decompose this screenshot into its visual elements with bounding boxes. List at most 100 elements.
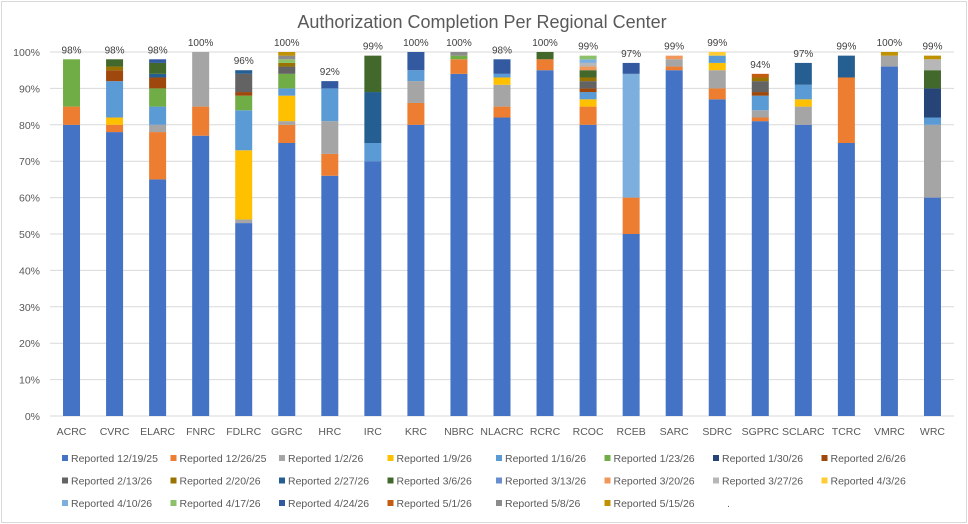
bar-segment bbox=[708, 62, 726, 71]
y-tick-label: 60% bbox=[19, 193, 40, 205]
x-tick-label: NLACRC bbox=[480, 426, 524, 438]
legend-label: Reported 3/20/26 bbox=[614, 476, 695, 488]
bar-segment bbox=[794, 84, 812, 100]
bar-segment bbox=[493, 77, 511, 85]
bar-segment bbox=[149, 179, 167, 416]
legend-swatch bbox=[387, 500, 394, 506]
bar-segment bbox=[106, 132, 124, 416]
total-label: 98% bbox=[62, 45, 82, 56]
legend-swatch bbox=[604, 477, 611, 484]
bar-segment bbox=[579, 106, 597, 125]
bar-segment bbox=[579, 70, 597, 78]
legend-label: Reported 4/24/26 bbox=[288, 498, 369, 510]
bar-segment bbox=[407, 124, 425, 417]
bar-segment bbox=[149, 62, 167, 74]
x-tick-label: FNRC bbox=[186, 426, 216, 438]
bar-segment bbox=[192, 135, 210, 416]
x-tick-label: RCRC bbox=[530, 426, 561, 438]
legend-swatch bbox=[62, 455, 68, 461]
x-tick-label: RCOC bbox=[573, 426, 604, 438]
legend-swatch bbox=[170, 500, 177, 506]
bar-segment bbox=[278, 62, 296, 67]
bar-segment bbox=[794, 62, 812, 85]
total-label: 100% bbox=[403, 38, 429, 49]
bar-segment bbox=[579, 62, 597, 67]
bar-segment bbox=[63, 106, 81, 125]
bar-segment bbox=[622, 73, 640, 198]
y-tick-label: 50% bbox=[19, 229, 40, 241]
legend-label: Reported 2/13/26 bbox=[71, 476, 152, 488]
bar-segment bbox=[364, 143, 382, 162]
bar-segment bbox=[407, 70, 425, 82]
x-tick-label: NBRC bbox=[444, 426, 474, 438]
legend-swatch bbox=[713, 477, 719, 484]
bar-segment bbox=[192, 52, 210, 107]
legend-swatch bbox=[496, 455, 502, 461]
bar-segment bbox=[751, 77, 769, 82]
x-tick-label: VMRC bbox=[874, 426, 905, 438]
bar-segment bbox=[235, 219, 253, 224]
bar-segment bbox=[278, 121, 296, 125]
y-tick-label: 10% bbox=[19, 375, 40, 387]
legend-label: Reported 3/6/26 bbox=[397, 476, 472, 488]
bar-segment bbox=[278, 143, 296, 416]
bar-segment bbox=[278, 55, 296, 60]
legend-label: Reported 2/27/26 bbox=[288, 476, 369, 488]
total-label: 100% bbox=[877, 38, 903, 49]
bar-segment bbox=[321, 88, 339, 122]
legend-label: Reported 12/26/25 bbox=[180, 453, 267, 465]
total-label: 98% bbox=[105, 45, 125, 56]
bar-segment bbox=[665, 59, 683, 67]
bar-segment bbox=[923, 88, 941, 118]
legend-label: Reported 2/20/26 bbox=[180, 476, 261, 488]
bar-segment bbox=[579, 124, 597, 417]
bar-segment bbox=[622, 62, 640, 74]
bar-segment bbox=[751, 92, 769, 96]
bar-segment bbox=[708, 55, 726, 63]
bar-segment bbox=[751, 117, 769, 122]
bar-segment bbox=[278, 66, 296, 74]
bar-segment bbox=[708, 88, 726, 100]
bar-segment bbox=[106, 70, 124, 82]
bar-segment bbox=[450, 52, 468, 56]
legend-swatch bbox=[279, 500, 285, 506]
bar-segment bbox=[579, 88, 597, 93]
legend-label: Reported 12/19/25 bbox=[71, 453, 158, 465]
bar-segment bbox=[923, 197, 941, 416]
bar-segment bbox=[622, 197, 640, 234]
total-label: 100% bbox=[188, 38, 214, 49]
total-label: 99% bbox=[707, 38, 727, 49]
bar-segment bbox=[321, 81, 339, 89]
legend-swatch bbox=[713, 455, 719, 461]
legend-swatch bbox=[279, 455, 285, 461]
bar-segment bbox=[880, 55, 898, 67]
bar-segment bbox=[536, 59, 554, 71]
bar-segment bbox=[450, 59, 468, 74]
legend-swatch bbox=[387, 477, 394, 484]
bar-segment bbox=[665, 66, 683, 71]
bar-segment bbox=[278, 52, 296, 56]
legend-label: Reported 1/2/26 bbox=[288, 453, 363, 465]
bar-segment bbox=[63, 59, 81, 107]
total-label: 99% bbox=[363, 42, 383, 53]
total-label: 100% bbox=[446, 38, 472, 49]
total-label: 96% bbox=[234, 56, 254, 67]
total-label: 94% bbox=[750, 60, 770, 71]
bar-segment bbox=[149, 59, 167, 63]
legend-swatch bbox=[170, 477, 177, 484]
bar-segment bbox=[364, 92, 382, 143]
bar-segment bbox=[923, 55, 941, 60]
legend-label: Reported 4/3/26 bbox=[831, 476, 906, 488]
legend-label: Reported 1/16/26 bbox=[505, 453, 586, 465]
bar-segment bbox=[278, 59, 296, 63]
bar-segment bbox=[106, 124, 124, 133]
bar-segment bbox=[751, 95, 769, 111]
legend-swatch bbox=[170, 455, 177, 461]
y-tick-label: 70% bbox=[19, 156, 40, 168]
bar-segment bbox=[880, 66, 898, 416]
legend-extra: . bbox=[727, 498, 730, 510]
x-tick-label: HRC bbox=[318, 426, 341, 438]
bar-segment bbox=[235, 70, 253, 74]
bar-segment bbox=[579, 66, 597, 71]
